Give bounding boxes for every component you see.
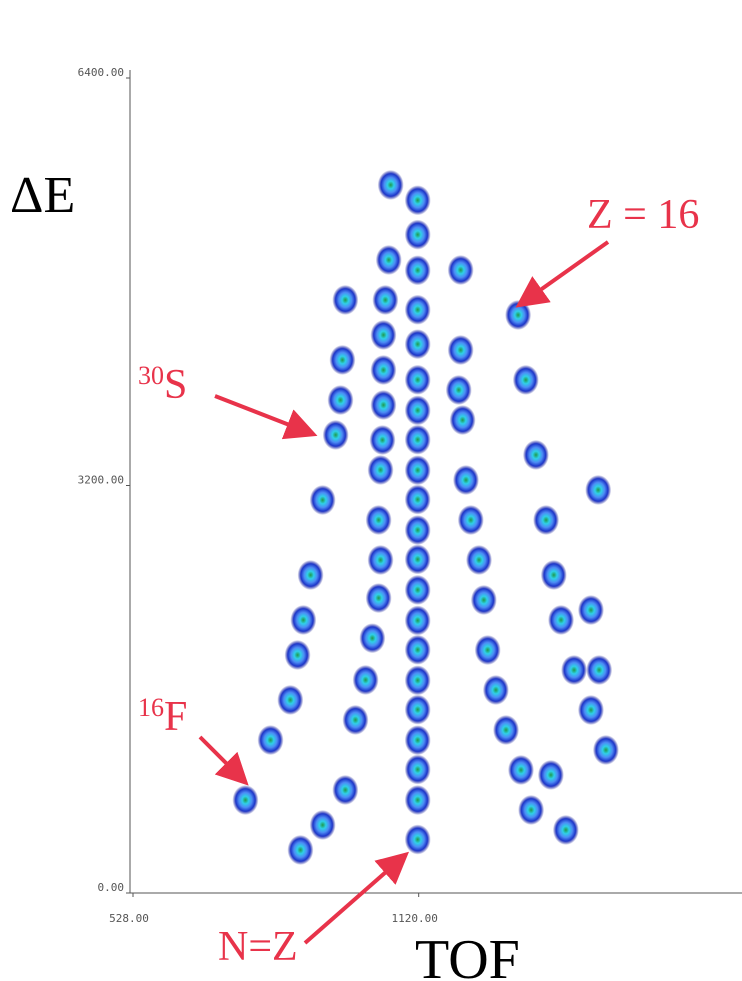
cluster: [310, 810, 336, 840]
cluster: [405, 544, 431, 574]
cluster: [483, 675, 509, 705]
cluster: [405, 485, 431, 515]
annotation: Z = 16: [587, 192, 699, 238]
cluster: [359, 623, 385, 653]
cluster: [405, 665, 431, 695]
cluster: [405, 255, 431, 285]
cluster: [370, 320, 396, 350]
cluster: [285, 640, 311, 670]
cluster: [405, 635, 431, 665]
cluster: [493, 715, 519, 745]
cluster: [405, 785, 431, 815]
cluster: [505, 300, 531, 330]
cluster: [405, 575, 431, 605]
cluster: [508, 755, 534, 785]
cluster: [458, 505, 484, 535]
arrow: [522, 242, 608, 303]
cluster: [405, 425, 431, 455]
cluster: [378, 170, 404, 200]
cluster: [538, 760, 564, 790]
cluster: [323, 420, 349, 450]
cluster: [298, 560, 324, 590]
cluster: [405, 220, 431, 250]
cluster: [328, 385, 354, 415]
cluster: [523, 440, 549, 470]
cluster: [329, 345, 355, 375]
annotation-text: F: [164, 694, 187, 740]
arrow: [215, 396, 310, 433]
cluster: [258, 725, 284, 755]
cluster: [405, 395, 431, 425]
cluster: [332, 285, 358, 315]
cluster: [450, 405, 476, 435]
cluster: [586, 655, 612, 685]
cluster: [518, 795, 544, 825]
cluster: [533, 505, 559, 535]
cluster: [446, 375, 472, 405]
cluster: [366, 583, 392, 613]
cluster: [405, 329, 431, 359]
cluster: [513, 365, 539, 395]
x-axis-label: TOF: [415, 929, 520, 981]
x-tick-label: 1120.00: [392, 912, 438, 925]
cluster: [405, 695, 431, 725]
cluster: [290, 605, 316, 635]
annotation: N=Z: [218, 924, 298, 970]
cluster: [405, 185, 431, 215]
cluster: [332, 775, 358, 805]
cluster: [405, 605, 431, 635]
cluster: [372, 285, 398, 315]
y-tick-label: 3200.00: [78, 474, 124, 487]
cluster: [405, 365, 431, 395]
superscript: 30: [138, 361, 164, 390]
chart: 0.00 3200.00 6400.00 528.00 1120.00 ΔE TOF Z…: [0, 0, 742, 981]
y-tick-label: 0.00: [98, 881, 125, 894]
arrow: [200, 737, 243, 780]
cluster: [471, 585, 497, 615]
annotation-text: S: [164, 362, 187, 408]
cluster: [342, 705, 368, 735]
cluster: [541, 560, 567, 590]
cluster: [561, 655, 587, 685]
cluster: [405, 515, 431, 545]
cluster: [232, 785, 258, 815]
cluster: [405, 295, 431, 325]
cluster: [368, 455, 394, 485]
cluster: [578, 695, 604, 725]
cluster: [475, 635, 501, 665]
cluster: [548, 605, 574, 635]
arrow: [305, 857, 403, 943]
y-tick-label: 6400.00: [78, 66, 124, 79]
cluster: [368, 545, 394, 575]
cluster: [287, 835, 313, 865]
cluster: [593, 735, 619, 765]
annotation: 16F: [138, 693, 187, 740]
cluster: [376, 245, 402, 275]
cluster: [369, 425, 395, 455]
cluster: [370, 355, 396, 385]
cluster: [310, 485, 336, 515]
cluster: [553, 815, 579, 845]
cluster: [405, 754, 431, 784]
annotation: 30S: [138, 361, 187, 408]
cluster: [466, 545, 492, 575]
x-tick-label: 528.00: [109, 912, 149, 925]
cluster: [353, 665, 379, 695]
superscript: 16: [138, 693, 164, 722]
cluster: [370, 390, 396, 420]
cluster: [585, 475, 611, 505]
cluster: [578, 595, 604, 625]
cluster: [448, 255, 474, 285]
cluster: [405, 725, 431, 755]
cluster: [366, 505, 392, 535]
cluster: [277, 685, 303, 715]
cluster: [453, 465, 479, 495]
y-axis-label: ΔE: [10, 167, 75, 224]
cluster: [405, 455, 431, 485]
cluster: [448, 335, 474, 365]
cluster: [405, 825, 431, 855]
